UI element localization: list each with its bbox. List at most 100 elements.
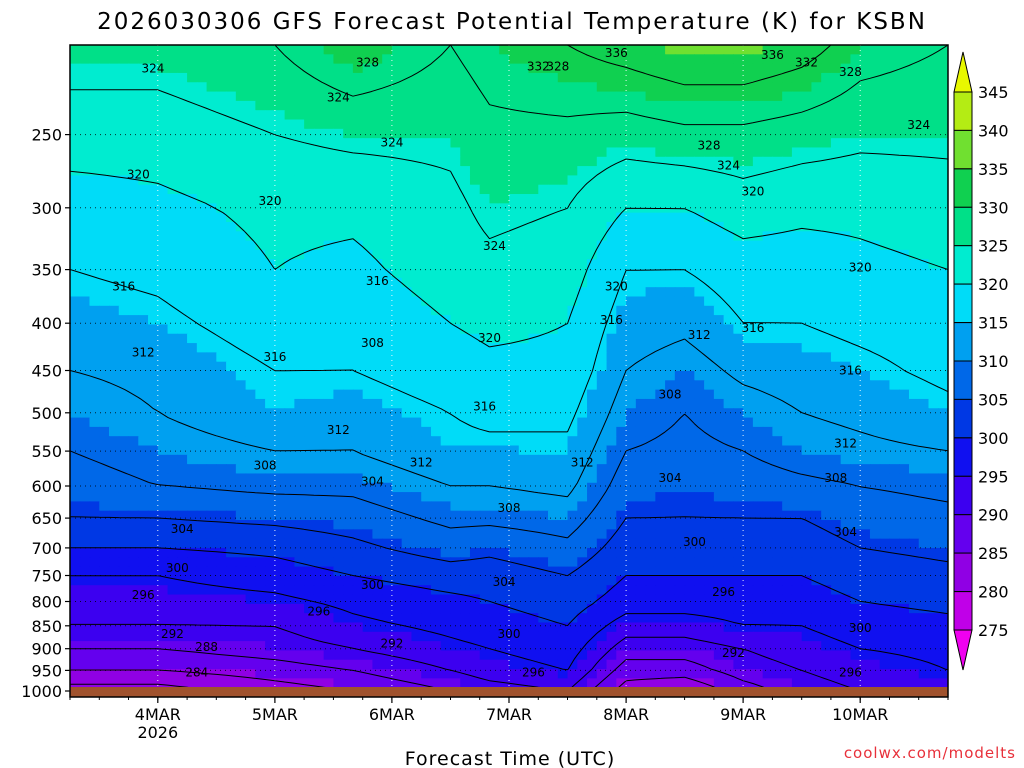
field-cell — [811, 408, 822, 419]
field-cell — [440, 492, 452, 502]
field-cell — [509, 538, 520, 549]
field-cell — [450, 501, 461, 512]
field-cell — [782, 45, 793, 55]
field-cell — [879, 287, 891, 298]
field-cell — [528, 324, 539, 335]
field-cell — [821, 324, 832, 335]
field-cell — [450, 110, 461, 121]
field-cell — [791, 110, 803, 121]
field-cell — [908, 203, 920, 214]
field-cell — [626, 547, 637, 558]
field-cell — [313, 408, 325, 419]
field-cell — [235, 259, 247, 270]
field-cell — [694, 175, 705, 186]
field-cell — [509, 212, 520, 223]
field-cell — [284, 203, 295, 214]
field-cell — [840, 464, 852, 475]
field-cell — [138, 473, 149, 484]
field-cell — [830, 547, 842, 558]
field-cell — [196, 398, 208, 409]
field-cell — [811, 520, 822, 530]
field-cell — [762, 82, 773, 93]
field-cell — [538, 100, 549, 111]
field-cell — [99, 380, 110, 391]
field-cell — [128, 212, 139, 223]
field-cell — [79, 343, 91, 353]
field-cell — [235, 240, 247, 251]
field-cell — [138, 315, 149, 326]
field-cell — [430, 287, 442, 298]
field-cell — [391, 473, 403, 484]
field-cell — [596, 398, 608, 409]
field-cell — [255, 72, 266, 83]
field-cell — [294, 520, 305, 530]
field-cell — [674, 72, 686, 83]
field-cell — [391, 128, 403, 139]
field-cell — [723, 277, 734, 288]
field-cell — [79, 221, 91, 232]
field-cell — [635, 100, 647, 111]
field-cell — [577, 482, 588, 493]
field-cell — [79, 240, 91, 251]
field-cell — [313, 492, 325, 502]
field-cell — [733, 492, 744, 502]
field-cell — [713, 175, 725, 186]
field-cell — [723, 547, 734, 558]
field-cell — [577, 445, 588, 456]
field-cell — [587, 212, 598, 223]
field-cell — [713, 45, 725, 55]
field-cell — [733, 268, 744, 279]
field-cell — [743, 138, 754, 149]
field-cell — [782, 166, 793, 176]
field-cell — [626, 371, 637, 381]
field-cell — [499, 510, 510, 521]
field-cell — [362, 538, 374, 549]
field-cell — [616, 529, 627, 540]
field-cell — [811, 492, 822, 502]
field-cell — [430, 296, 442, 307]
field-cell — [655, 277, 666, 288]
field-cell — [704, 212, 715, 223]
field-cell — [577, 454, 588, 465]
field-cell — [567, 389, 578, 400]
field-cell — [411, 417, 422, 428]
field-cell — [489, 538, 500, 549]
field-cell — [655, 100, 666, 111]
field-cell — [577, 361, 588, 372]
field-cell — [694, 417, 705, 428]
field-cell — [587, 464, 598, 475]
field-cell — [70, 482, 81, 493]
field-cell — [187, 343, 198, 353]
field-cell — [109, 501, 120, 512]
field-cell — [801, 110, 813, 121]
field-cell — [294, 436, 305, 447]
field-cell — [899, 110, 910, 121]
field-cell — [274, 194, 286, 204]
field-cell — [460, 454, 471, 465]
field-cell — [606, 296, 617, 307]
field-cell — [860, 510, 871, 521]
field-cell — [265, 547, 276, 558]
field-cell — [567, 296, 578, 307]
field-cell — [450, 240, 461, 251]
field-cell — [411, 296, 422, 307]
field-cell — [801, 45, 813, 55]
field-cell — [343, 259, 354, 270]
field-cell — [411, 361, 422, 372]
field-cell — [830, 538, 842, 549]
field-cell — [362, 119, 374, 130]
field-cell — [323, 128, 334, 139]
field-cell — [79, 54, 91, 65]
field-cell — [567, 501, 578, 512]
field-cell — [830, 147, 842, 158]
field-cell — [313, 194, 325, 204]
field-cell — [469, 501, 481, 512]
field-cell — [274, 287, 286, 298]
field-cell — [460, 464, 471, 475]
field-cell — [674, 296, 686, 307]
field-cell — [89, 63, 100, 74]
field-cell — [752, 473, 764, 484]
field-cell — [226, 501, 237, 512]
field-cell — [479, 529, 491, 540]
field-cell — [801, 72, 813, 83]
